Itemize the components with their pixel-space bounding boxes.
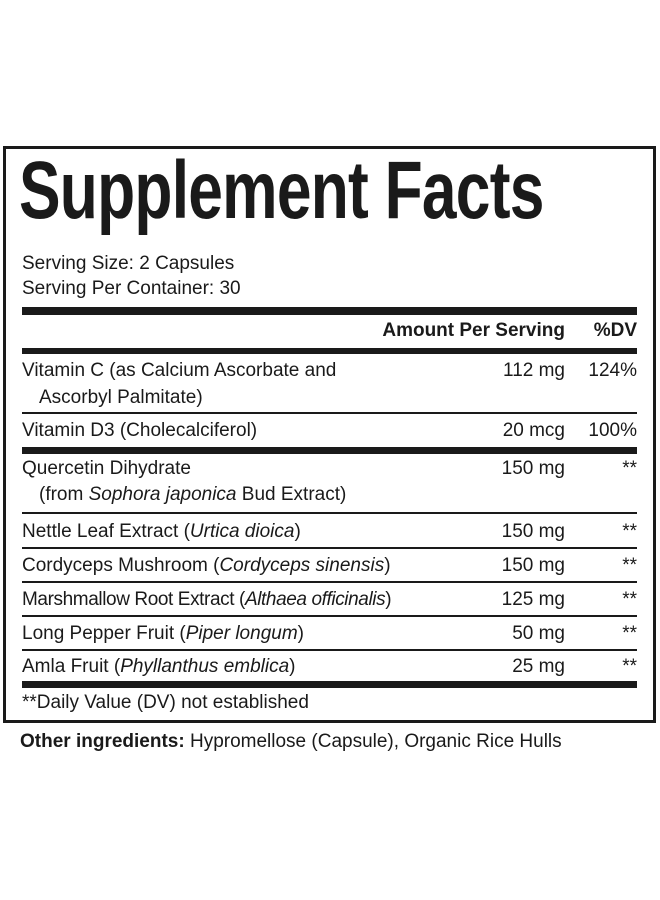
dv-header: %DV — [593, 320, 637, 341]
thin-divider — [22, 615, 637, 617]
ingredient-dv: ** — [622, 623, 637, 644]
thin-divider — [22, 547, 637, 549]
ingredient-dv: ** — [622, 458, 637, 479]
ingredient-dv: ** — [622, 589, 637, 610]
ingredient-name: Quercetin Dihydrate — [22, 458, 191, 479]
thick-divider — [22, 447, 637, 454]
nutrient-name: Vitamin D3 (Cholecalciferol) — [22, 420, 258, 441]
ingredient-amount: 150 mg — [501, 555, 565, 576]
ingredient-amount: 150 mg — [501, 458, 565, 479]
ingredient-dv: ** — [622, 555, 637, 576]
amount-header: Amount Per Serving — [382, 320, 565, 341]
servings-per-container: Serving Per Container: 30 — [22, 278, 241, 299]
ingredient-dv: ** — [622, 521, 637, 542]
thick-divider — [22, 348, 637, 354]
ingredient-amount: 25 mg — [512, 656, 565, 677]
nutrient-amount: 112 mg — [503, 360, 565, 381]
ingredient-name: Long Pepper Fruit (Piper longum) — [22, 623, 304, 644]
serving-size: Serving Size: 2 Capsules — [22, 253, 235, 274]
thick-divider — [22, 307, 637, 315]
ingredient-amount: 150 mg — [501, 521, 565, 542]
other-ingredients: Other ingredients: Hypromellose (Capsule… — [20, 731, 562, 752]
thin-divider — [22, 581, 637, 583]
thin-divider — [22, 649, 637, 651]
nutrient-name: Vitamin C (as Calcium Ascorbate and — [22, 360, 337, 381]
ingredient-name: Nettle Leaf Extract (Urtica dioica) — [22, 521, 301, 542]
nutrient-dv: 100% — [588, 420, 637, 441]
thin-divider — [22, 512, 637, 514]
thin-divider — [22, 412, 637, 414]
ingredient-amount: 125 mg — [501, 589, 565, 610]
supplement-facts-panel — [3, 146, 656, 723]
thick-divider — [22, 681, 637, 688]
nutrient-dv: 124% — [588, 360, 637, 381]
ingredient-name: Marshmallow Root Extract (Althaea offici… — [22, 589, 392, 610]
nutrient-name-cont: Ascorbyl Palmitate) — [39, 387, 203, 408]
ingredient-source: (from Sophora japonica Bud Extract) — [39, 484, 347, 505]
nutrient-amount: 20 mcg — [502, 420, 565, 441]
ingredient-name: Cordyceps Mushroom (Cordyceps sinensis) — [22, 555, 391, 576]
ingredient-name: Amla Fruit (Phyllanthus emblica) — [22, 656, 296, 677]
ingredient-amount: 50 mg — [512, 623, 565, 644]
footnote: **Daily Value (DV) not established — [22, 692, 309, 713]
panel-title: Supplement Facts — [19, 145, 544, 236]
ingredient-dv: ** — [622, 656, 637, 677]
